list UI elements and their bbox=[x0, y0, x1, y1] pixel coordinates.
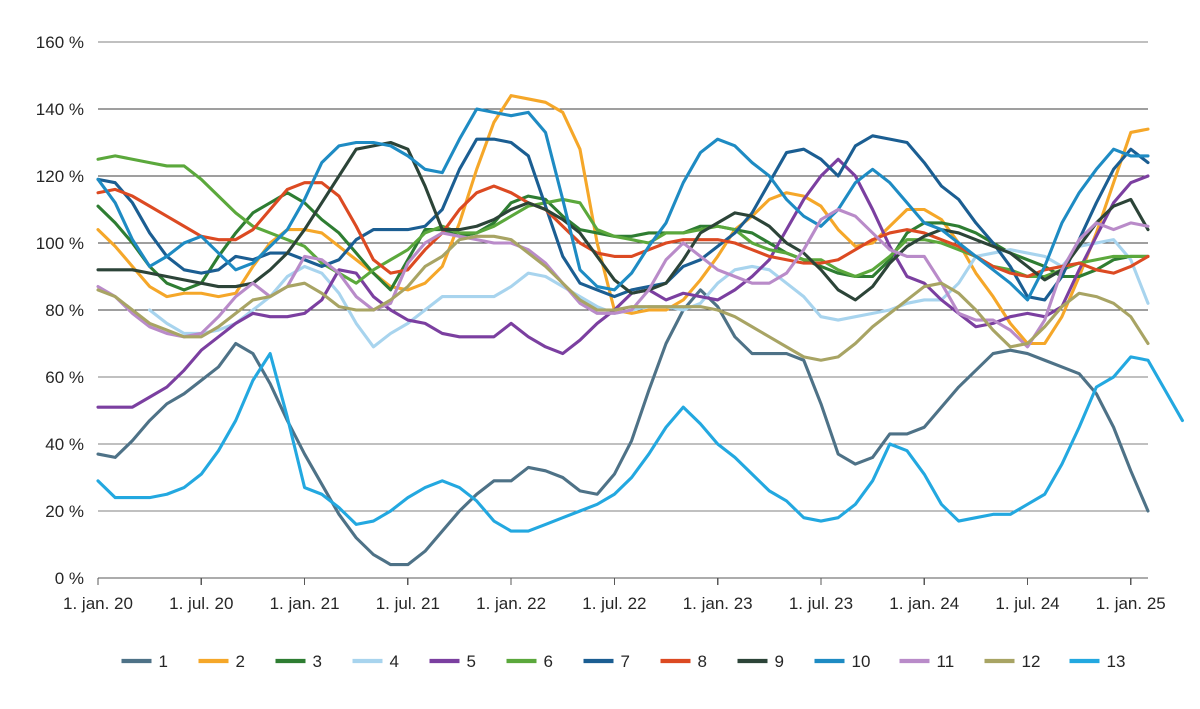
x-axis-tick-label: 1. jul. 23 bbox=[789, 594, 853, 613]
legend-item-8[interactable]: 8 bbox=[660, 652, 707, 671]
y-axis-tick-label: 120 % bbox=[36, 167, 84, 186]
legend-item-7[interactable]: 7 bbox=[583, 652, 630, 671]
legend-label-4: 4 bbox=[390, 652, 399, 671]
x-axis-tick-label: 1. jan. 23 bbox=[683, 594, 753, 613]
series-line-1 bbox=[96, 288, 1150, 567]
x-axis-group bbox=[97, 577, 1148, 585]
legend-item-10[interactable]: 10 bbox=[814, 652, 871, 671]
x-axis-tick-label: 1. jul. 20 bbox=[169, 594, 233, 613]
legend-label-10: 10 bbox=[852, 652, 871, 671]
legend-label-6: 6 bbox=[544, 652, 553, 671]
legend-label-12: 12 bbox=[1022, 652, 1041, 671]
series-line-10 bbox=[96, 107, 1150, 302]
y-axis-tick-label: 160 % bbox=[36, 33, 84, 52]
y-axis-tick-label: 40 % bbox=[45, 435, 84, 454]
legend-item-2[interactable]: 2 bbox=[198, 652, 245, 671]
series-line-13 bbox=[96, 352, 1184, 533]
legend-label-11: 11 bbox=[937, 652, 955, 671]
legend-label-13: 13 bbox=[1107, 652, 1126, 671]
legend-label-9: 9 bbox=[775, 652, 784, 671]
series-line-9 bbox=[96, 140, 1150, 302]
series-line-5 bbox=[96, 157, 1150, 409]
legend-item-4[interactable]: 4 bbox=[352, 652, 399, 671]
legend-label-2: 2 bbox=[236, 652, 245, 671]
x-axis-tick-label: 1. jan. 22 bbox=[476, 594, 546, 613]
legend-item-9[interactable]: 9 bbox=[737, 652, 784, 671]
x-axis-tick-label: 1. jan. 21 bbox=[270, 594, 340, 613]
legend-item-11[interactable]: 11 bbox=[899, 652, 955, 671]
x-axis-tick-label: 1. jan. 24 bbox=[889, 594, 959, 613]
x-axis-tick-label: 1. jul. 21 bbox=[376, 594, 440, 613]
y-axis-tick-labels: 0 % 20 % 40 % 60 % 80 % 100 % 120 % 140 % 160 % bbox=[36, 33, 84, 588]
y-axis-tick-label: 60 % bbox=[45, 368, 84, 387]
x-axis-tick-label: 1. jul. 24 bbox=[995, 594, 1059, 613]
y-axis-tick-label: 20 % bbox=[45, 502, 84, 521]
legend-item-6[interactable]: 6 bbox=[506, 652, 553, 671]
legend-item-12[interactable]: 12 bbox=[984, 652, 1041, 671]
legend-item-13[interactable]: 13 bbox=[1069, 652, 1126, 671]
legend-label-5: 5 bbox=[467, 652, 476, 671]
x-axis-tick-labels: 1. jan. 20 1. jul. 20 1. jan. 21 1. jul. 21… bbox=[63, 594, 1166, 613]
legend-label-1: 1 bbox=[159, 652, 168, 671]
legend-label-8: 8 bbox=[698, 652, 707, 671]
legend-label-7: 7 bbox=[621, 652, 630, 671]
legend-item-1[interactable]: 1 bbox=[121, 652, 168, 671]
y-axis-tick-label: 80 % bbox=[45, 301, 84, 320]
x-axis-tick-label: 1. jan. 20 bbox=[63, 594, 133, 613]
series-line-4 bbox=[148, 238, 1150, 349]
x-axis-tick-label: 1. jan. 25 bbox=[1096, 594, 1166, 613]
legend-item-3[interactable]: 3 bbox=[275, 652, 322, 671]
series-line-12 bbox=[96, 234, 1150, 362]
legend-group: 1 2 3 4 5 6 7 8 9 10 11 12 13 bbox=[121, 652, 1126, 671]
series-lines-group bbox=[96, 94, 1184, 567]
legend-item-5[interactable]: 5 bbox=[429, 652, 476, 671]
gridlines-group bbox=[98, 41, 1148, 512]
series-line-7 bbox=[96, 134, 1150, 302]
series-line-3 bbox=[96, 191, 1150, 292]
y-axis-tick-label: 140 % bbox=[36, 100, 84, 119]
y-axis-tick-label: 0 % bbox=[55, 569, 84, 588]
y-axis-tick-label: 100 % bbox=[36, 234, 84, 253]
legend-label-3: 3 bbox=[313, 652, 322, 671]
x-axis-tick-label: 1. jul. 22 bbox=[582, 594, 646, 613]
